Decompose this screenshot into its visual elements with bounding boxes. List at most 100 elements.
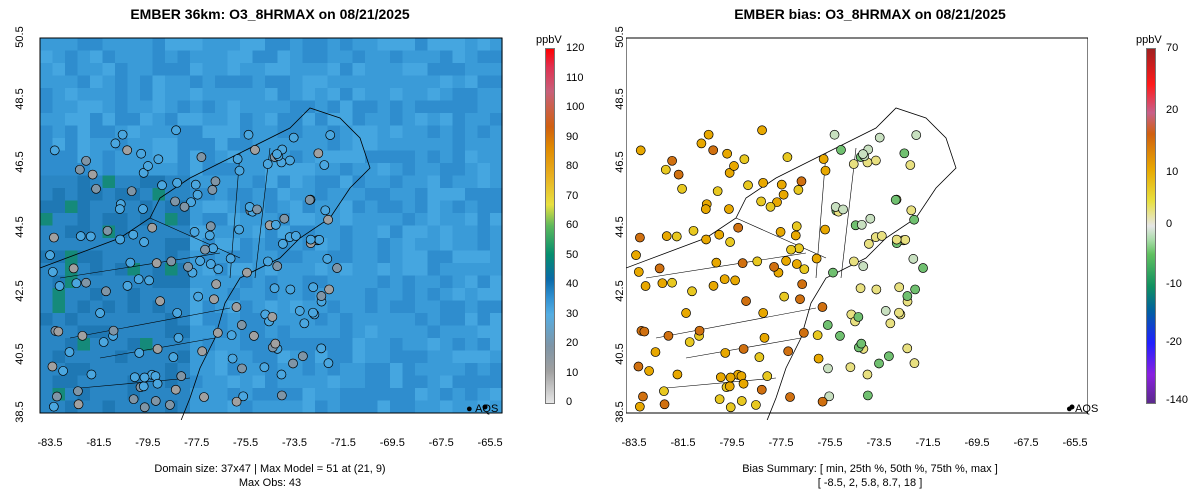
model-grid-cell — [452, 263, 466, 276]
model-grid-cell — [115, 100, 128, 114]
model-grid-cell — [365, 250, 378, 264]
station-marker — [316, 291, 327, 301]
model-grid-cell — [365, 88, 378, 101]
model-grid-cell — [315, 125, 328, 139]
model-grid-cell — [277, 400, 291, 414]
model-grid-cell — [77, 375, 91, 389]
model-grid-cell — [327, 338, 341, 351]
colorbar-tick: 0 — [1166, 218, 1173, 230]
station-marker — [759, 332, 770, 343]
model-grid-cell — [65, 100, 78, 114]
model-grid-cell — [377, 275, 391, 289]
model-grid-cell — [490, 150, 503, 164]
model-grid-cell — [302, 138, 316, 151]
model-grid-cell — [265, 75, 278, 89]
model-grid-cell — [352, 238, 366, 251]
model-grid-cell — [277, 350, 291, 364]
model-grid-cell — [352, 350, 366, 364]
plot-frame — [39, 37, 503, 414]
station-marker — [796, 176, 807, 187]
model-grid-cell — [277, 38, 291, 51]
model-grid-cell — [152, 200, 166, 214]
model-grid-cell — [202, 200, 216, 214]
y-tick-label: 50.5 — [14, 26, 26, 48]
model-grid-cell — [277, 300, 291, 314]
model-grid-cell — [477, 238, 491, 251]
model-grid-cell — [215, 338, 228, 351]
model-grid-cell — [490, 288, 503, 301]
station-marker — [172, 308, 183, 318]
model-grid-cell — [402, 300, 416, 314]
model-grid-cell — [240, 38, 253, 51]
model-grid-cell — [202, 138, 216, 151]
model-grid-cell — [177, 138, 191, 151]
model-grid-cell — [452, 300, 466, 314]
model-grid-cell — [352, 263, 366, 276]
x-tick-label: -75.5 — [817, 437, 843, 449]
model-grid-cell — [115, 163, 128, 176]
model-grid-cell — [177, 225, 191, 239]
model-grid-cell — [302, 363, 316, 376]
colorbar-tick: 90 — [566, 130, 579, 143]
station-marker — [795, 294, 805, 305]
model-grid-cell — [390, 400, 403, 414]
model-grid-cell — [352, 88, 366, 101]
model-grid-cell — [427, 88, 441, 101]
station-marker — [711, 257, 722, 268]
station-marker — [798, 327, 809, 338]
model-grid-cell — [490, 313, 503, 326]
model-grid-cell — [352, 288, 366, 301]
station-marker — [192, 189, 203, 200]
model-grid-cell — [90, 50, 103, 64]
station-marker — [74, 164, 85, 175]
model-grid-cell — [140, 63, 153, 76]
model-grid-cell — [352, 300, 366, 314]
station-marker — [633, 267, 644, 277]
model-grid-cell — [290, 375, 303, 389]
model-grid-cell — [465, 150, 478, 164]
model-grid-cell — [127, 400, 141, 414]
model-grid-cell — [365, 38, 378, 51]
model-grid-cell — [77, 50, 91, 64]
model-grid-cell — [440, 75, 453, 89]
model-grid-cell — [252, 263, 266, 276]
model-grid-cell — [352, 225, 366, 239]
model-grid-cell — [452, 213, 466, 226]
model-grid-cell — [402, 238, 416, 251]
model-grid-cell — [140, 50, 153, 64]
model-grid-cell — [377, 88, 391, 101]
state-border — [59, 252, 221, 279]
model-grid-cell — [477, 100, 491, 114]
model-grid-cell — [102, 113, 116, 126]
model-grid-cell — [115, 38, 128, 51]
model-grid-cell — [390, 138, 403, 151]
model-grid-cell — [352, 338, 366, 351]
station-marker — [324, 284, 334, 295]
model-grid-cell — [265, 100, 278, 114]
model-grid-cell — [77, 338, 91, 351]
station-marker — [49, 232, 59, 243]
model-grid-cell — [290, 188, 303, 201]
model-grid-cell — [40, 50, 53, 64]
model-grid-cell — [65, 88, 78, 101]
station-marker — [195, 256, 205, 266]
colorbar-tick: 30 — [566, 307, 579, 320]
model-grid-cell — [277, 100, 291, 114]
model-grid-cell — [365, 50, 378, 64]
model-grid-cell — [352, 63, 366, 76]
model-grid-cell — [415, 63, 428, 76]
model-grid-cell — [165, 325, 178, 339]
model-grid-cell — [290, 113, 303, 126]
model-grid-cell — [252, 38, 266, 51]
model-grid-cell — [165, 63, 178, 76]
station-marker — [899, 148, 910, 159]
model-grid-cell — [90, 250, 103, 264]
model-grid-cell — [477, 38, 491, 51]
model-grid-cell — [215, 350, 228, 364]
model-grid-cell — [40, 213, 53, 226]
station-marker — [769, 261, 779, 272]
station-marker — [762, 371, 773, 381]
model-grid-cell — [115, 113, 128, 126]
model-grid-cell — [215, 38, 228, 51]
legend-marker — [482, 404, 488, 410]
